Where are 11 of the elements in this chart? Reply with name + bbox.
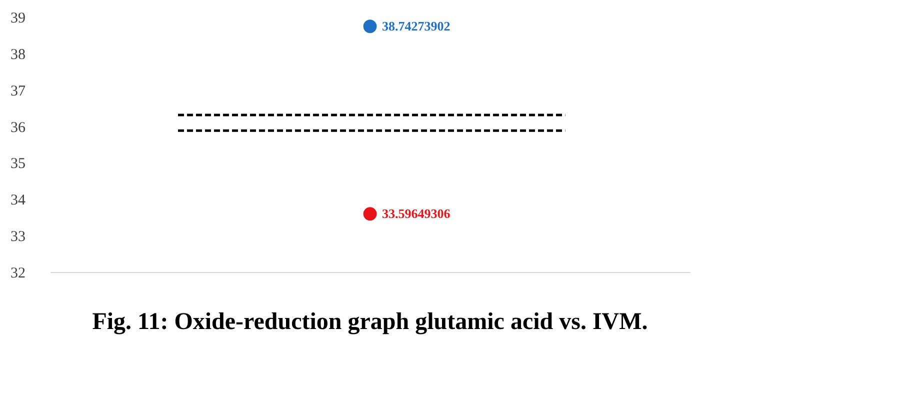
y-tick-label: 36: [10, 120, 26, 136]
y-tick-label: 38: [10, 46, 26, 63]
data-label: 38.74273902: [382, 18, 450, 34]
data-label: 33.59649306: [382, 206, 451, 221]
y-tick-label: 35: [10, 156, 26, 172]
y-tick-label: 32: [10, 266, 26, 282]
caption: Fig. 11: Oxide-reduction graph glutamic acid vs. IVM.: [92, 309, 648, 335]
y-tick-label: 37: [10, 83, 26, 100]
y-tick-label: 33: [10, 229, 26, 246]
y-tick-label: 39: [10, 10, 26, 26]
y-tick-label: 34: [10, 192, 26, 209]
